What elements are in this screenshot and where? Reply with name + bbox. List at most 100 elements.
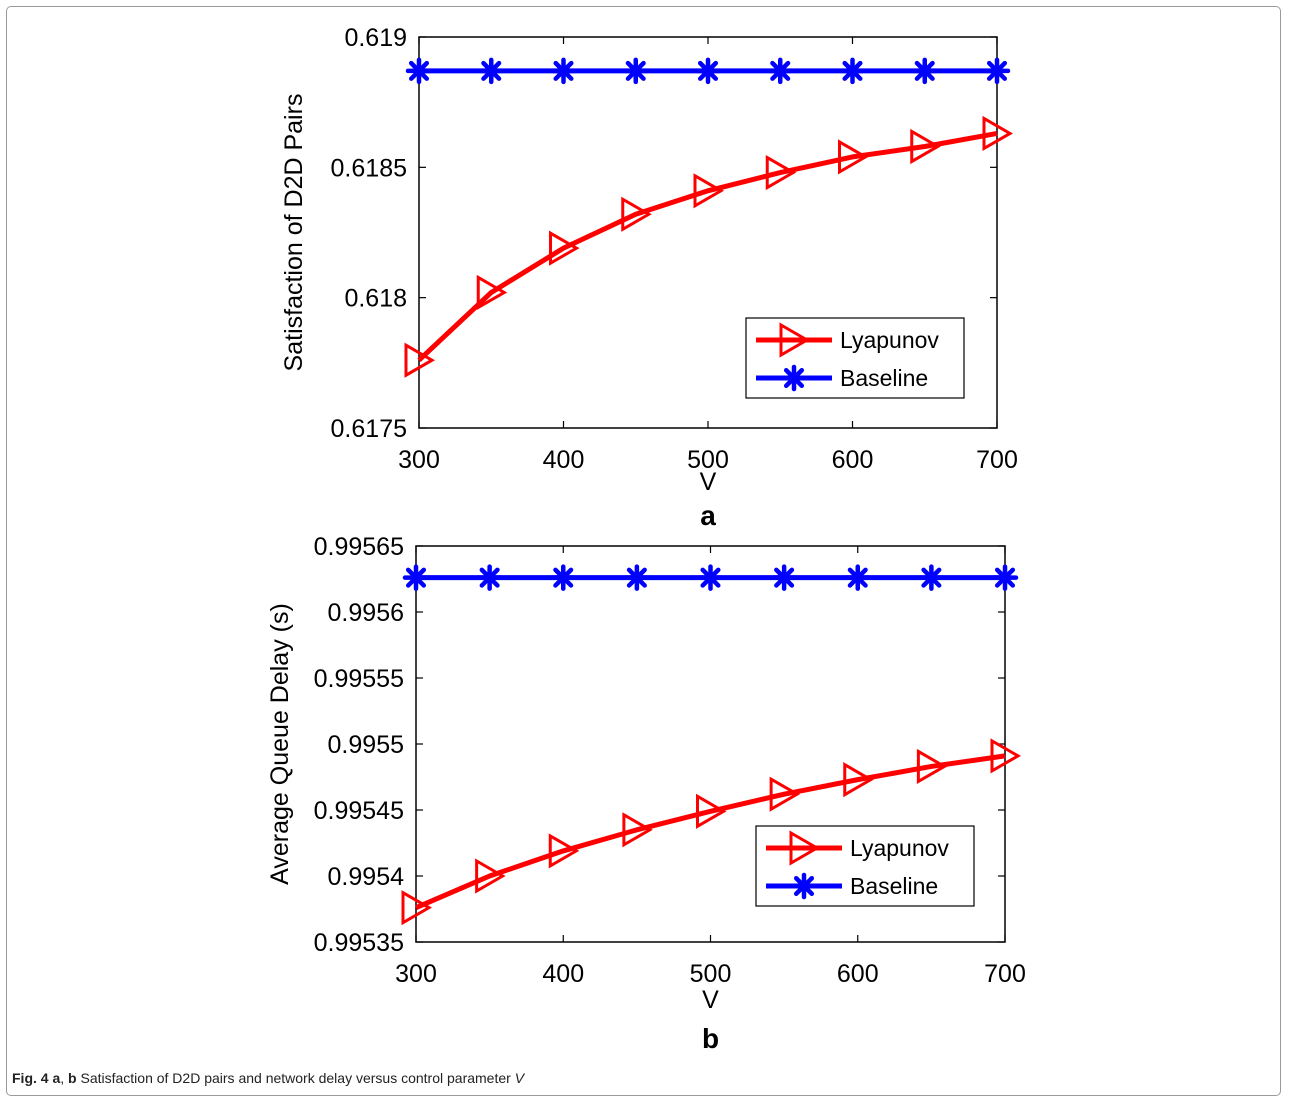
lyapunov-point	[476, 274, 508, 311]
y-tick-label: 0.6175	[331, 415, 407, 443]
lyapunov-point	[765, 154, 797, 191]
baseline-point	[402, 564, 430, 591]
legend-marker	[790, 872, 818, 900]
asterisk-stroke	[405, 567, 427, 588]
x-tick-label: 700	[976, 446, 1018, 474]
lyapunov-point	[548, 833, 580, 869]
asterisk-stroke	[481, 60, 502, 81]
legend: Lyapunov Baseline	[745, 317, 965, 399]
lyapunov-point	[769, 776, 801, 812]
lyapunov-point	[401, 890, 433, 926]
baseline-point	[991, 564, 1019, 591]
x-tick-label: 300	[398, 446, 440, 474]
asterisk-stroke	[770, 60, 791, 81]
baseline-point	[911, 57, 938, 85]
baseline-point	[623, 564, 651, 591]
baseline-point	[550, 57, 577, 85]
legend-marker	[780, 364, 808, 392]
x-tick-label: 500	[687, 446, 729, 474]
asterisk-stroke	[626, 567, 647, 588]
x-axis-label: V	[700, 468, 717, 496]
y-tick-label: 0.99555	[314, 665, 404, 693]
asterisk-stroke	[921, 567, 942, 588]
asterisk-stroke	[625, 60, 646, 81]
y-tick-label: 0.9956	[328, 599, 404, 627]
asterisk-stroke	[408, 60, 430, 81]
legend-item-baseline: Baseline	[766, 872, 938, 900]
legend-item-lyapunov: Lyapunov	[766, 830, 949, 866]
x-tick-label: 500	[690, 960, 732, 988]
asterisk-stroke	[783, 367, 805, 389]
caption-fig-label: Fig. 4	[12, 1070, 49, 1086]
legend: Lyapunov Baseline	[755, 825, 975, 907]
lyapunov-point	[404, 342, 436, 378]
baseline-point	[770, 564, 798, 591]
y-tick-label: 0.6185	[331, 154, 407, 182]
legend-label: Lyapunov	[850, 835, 949, 861]
x-tick-label: 600	[837, 960, 879, 988]
baseline-point	[694, 57, 722, 85]
lyapunov-point	[982, 115, 1014, 152]
y-tick-label: 0.619	[344, 24, 407, 52]
panel-label: a	[700, 500, 716, 531]
y-axis-label: Satisfaction of D2D Pairs	[280, 94, 308, 372]
asterisk-stroke	[774, 567, 795, 588]
asterisk-stroke	[553, 60, 574, 81]
baseline-point	[476, 564, 503, 591]
legend-item-lyapunov: Lyapunov	[756, 322, 939, 358]
lyapunov-point	[910, 128, 941, 165]
baseline-point	[697, 564, 724, 591]
legend-label: Baseline	[840, 365, 928, 391]
y-tick-label: 0.9955	[328, 731, 404, 759]
chart-a: 300 400 500 600 700 0.6175 0.618 0.6185 0.619 V Sa…	[280, 24, 1018, 531]
asterisk-stroke	[700, 567, 721, 588]
x-tick-label: 400	[543, 446, 585, 474]
baseline-point	[844, 564, 871, 591]
legend-marker	[789, 830, 821, 866]
baseline-point	[405, 57, 433, 85]
lyapunov-point	[916, 748, 948, 785]
panel-label: b	[702, 1023, 719, 1054]
lyapunov-point	[622, 812, 653, 848]
series-line-lyapunov	[415, 753, 1006, 910]
caption-text: Satisfaction of D2D pairs and network de…	[76, 1070, 515, 1086]
lyapunov-point	[549, 230, 580, 266]
legend-label: Baseline	[850, 873, 938, 899]
lyapunov-point	[843, 762, 874, 798]
asterisk-stroke	[553, 567, 574, 588]
x-tick-label: 400	[542, 960, 584, 988]
x-tick-label: 300	[395, 960, 437, 988]
baseline-point	[983, 57, 1011, 85]
lyapunov-point	[621, 196, 652, 232]
baseline-point	[622, 57, 649, 85]
asterisk-stroke	[793, 875, 815, 897]
figure-frame	[6, 6, 1281, 1096]
baseline-point	[478, 57, 505, 85]
x-tick-label: 600	[832, 446, 874, 474]
y-tick-label: 0.9954	[328, 863, 405, 891]
y-tick-label: 0.99565	[314, 533, 404, 561]
caption-panel-b: b	[68, 1070, 77, 1086]
lyapunov-point	[475, 858, 506, 894]
asterisk-stroke	[847, 567, 868, 588]
asterisk-stroke	[842, 60, 863, 81]
figure-caption: Fig. 4 a, b Satisfaction of D2D pairs an…	[12, 1070, 524, 1086]
series-line-lyapunov	[417, 130, 998, 363]
asterisk-stroke	[479, 567, 500, 588]
baseline-point	[839, 57, 866, 85]
lyapunov-point	[990, 738, 1022, 774]
lyapunov-point	[696, 793, 727, 829]
y-tick-label: 0.99545	[314, 797, 404, 825]
legend-marker	[779, 322, 811, 358]
legend-item-baseline: Baseline	[756, 364, 928, 392]
asterisk-stroke	[994, 567, 1016, 588]
baseline-point	[550, 564, 577, 591]
chart-b: 300 400 500 600 700 0.99535 0.9954 0.99545 0.995…	[266, 533, 1026, 1054]
y-tick-label: 0.99535	[314, 929, 404, 957]
x-axis-label: V	[702, 986, 719, 1014]
caption-separator: ,	[60, 1070, 69, 1086]
y-tick-label: 0.618	[344, 285, 407, 313]
baseline-point	[767, 57, 794, 85]
asterisk-stroke	[697, 60, 719, 81]
